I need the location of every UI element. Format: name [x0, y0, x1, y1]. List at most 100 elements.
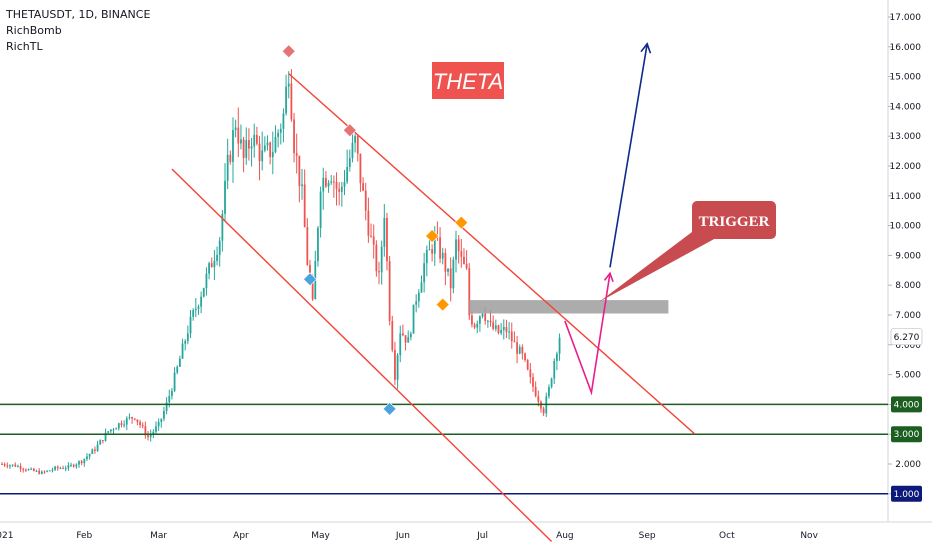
candle-body	[285, 86, 287, 114]
time-tick-label: Jun	[395, 531, 410, 541]
candle-body	[186, 333, 189, 342]
diamond-marker	[303, 272, 317, 287]
candle-body	[24, 469, 27, 471]
arrowhead-blue	[640, 42, 652, 54]
candle-body	[306, 227, 309, 265]
candle-body	[157, 421, 160, 427]
candle-body	[136, 419, 139, 422]
price-tick-label: 15.000	[890, 73, 922, 83]
price-tick-label: 2.000	[895, 460, 921, 470]
candle-body	[255, 134, 258, 144]
callout-tail	[599, 226, 716, 302]
candle-body	[489, 320, 492, 323]
candle-body	[229, 154, 232, 162]
candle-body	[125, 418, 128, 425]
candle-body	[444, 252, 447, 272]
candle-body	[332, 181, 335, 183]
candle-body	[529, 369, 532, 378]
candle-body	[524, 353, 526, 361]
candle-body	[425, 250, 428, 264]
diamond-marker	[435, 297, 450, 312]
candle-body	[335, 182, 338, 189]
candle-body	[322, 177, 325, 192]
candle-body	[476, 323, 479, 328]
candle-body	[463, 256, 465, 264]
callout-label: TRIGGER	[699, 214, 770, 230]
candle-body	[351, 142, 354, 159]
candle-body	[152, 431, 155, 435]
candle-body	[266, 142, 269, 146]
candle-body	[141, 425, 144, 427]
candle-body	[433, 235, 436, 254]
resistance-zone	[469, 300, 669, 314]
candle-body	[216, 254, 218, 261]
candle-body	[471, 315, 473, 325]
candle-body	[484, 313, 487, 321]
candle-body	[147, 435, 149, 438]
last-price-badge-bg	[891, 328, 922, 345]
last-price-badge-border	[890, 328, 923, 346]
diamond-marker	[454, 215, 469, 230]
chart-title: THETA	[433, 69, 503, 94]
candle-body	[396, 355, 399, 380]
candle-body	[165, 402, 168, 411]
candle-body	[35, 470, 38, 472]
candle-body	[115, 428, 118, 430]
candle-body	[94, 449, 96, 451]
candle-body	[200, 296, 203, 307]
candle-body	[224, 180, 226, 214]
candle-body	[473, 324, 476, 328]
candle-body	[417, 292, 420, 302]
candle-body	[502, 326, 505, 331]
candle-body	[250, 146, 253, 149]
candle-body	[269, 142, 272, 158]
level-price-badge-bg	[891, 396, 922, 413]
candle-body	[107, 431, 110, 433]
candle-body	[409, 333, 412, 338]
candle-body	[253, 134, 256, 147]
candle-body	[32, 468, 35, 471]
candle-body	[479, 316, 481, 324]
candle-body	[348, 158, 351, 167]
candle-body	[104, 432, 107, 441]
candle-body	[62, 468, 64, 470]
candle-body	[372, 236, 375, 245]
time-tick-label: Mar	[150, 531, 167, 541]
candle-body	[526, 360, 529, 370]
candle-body	[500, 330, 503, 334]
candle-body	[261, 150, 264, 162]
candle-body	[168, 395, 171, 403]
candle-body	[72, 464, 75, 467]
candle-body	[54, 466, 56, 470]
level-price-badge: 4.000	[894, 400, 920, 410]
candle-body	[173, 372, 176, 391]
candle-body	[1, 464, 3, 465]
candle-body	[213, 260, 216, 268]
candle-body	[80, 461, 83, 464]
candle-body	[497, 325, 500, 334]
candle-body	[9, 465, 11, 467]
candle-body	[465, 263, 468, 269]
candle-body	[354, 136, 357, 143]
candle-body	[245, 140, 248, 158]
time-tick-label: May	[311, 531, 330, 541]
candle-body	[128, 417, 131, 419]
candle-body	[163, 410, 165, 419]
candle-body	[293, 119, 295, 154]
candle-body	[516, 342, 518, 354]
candle-body	[338, 188, 341, 192]
candle-body	[192, 310, 195, 317]
candle-body	[364, 190, 367, 211]
candle-body	[176, 366, 179, 373]
candle-body	[542, 408, 545, 414]
price-tick-label: 14.000	[890, 102, 922, 112]
candle-body	[356, 136, 359, 154]
candle-body	[553, 360, 556, 379]
time-tick-label: Oct	[719, 531, 735, 541]
candle-body	[455, 239, 457, 260]
price-tick-label: 13.000	[890, 132, 922, 142]
candle-body	[370, 235, 372, 237]
price-tick-label: 16.000	[890, 43, 922, 53]
candle-body	[11, 464, 14, 466]
